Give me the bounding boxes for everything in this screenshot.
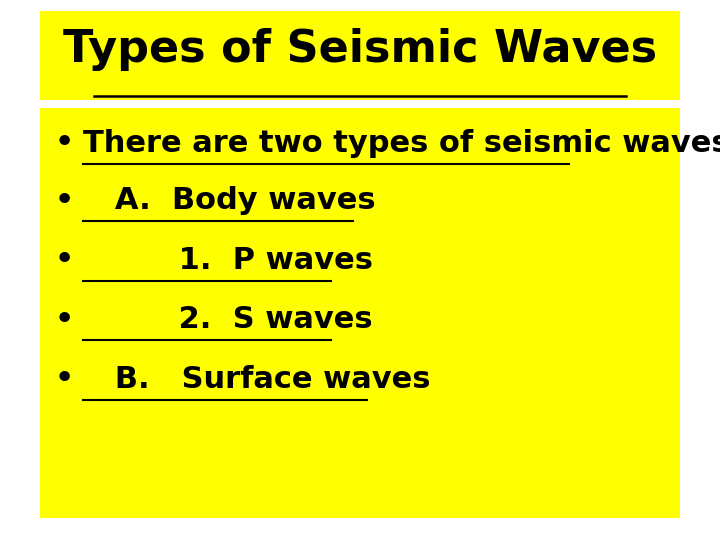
Text: •: • — [54, 362, 76, 396]
Bar — [40, 11, 680, 100]
Text: •: • — [54, 244, 76, 277]
Text: A.  Body waves: A. Body waves — [83, 186, 375, 215]
Text: •: • — [54, 126, 76, 160]
Text: There are two types of seismic waves:: There are two types of seismic waves: — [83, 129, 720, 158]
Text: •: • — [54, 303, 76, 336]
Text: Types of Seismic Waves: Types of Seismic Waves — [63, 29, 657, 71]
Text: B.   Surface waves: B. Surface waves — [83, 364, 431, 394]
Bar — [40, 108, 680, 518]
Text: •: • — [54, 184, 76, 218]
Text: 1.  P waves: 1. P waves — [83, 246, 373, 275]
Text: 2.  S waves: 2. S waves — [83, 305, 372, 334]
